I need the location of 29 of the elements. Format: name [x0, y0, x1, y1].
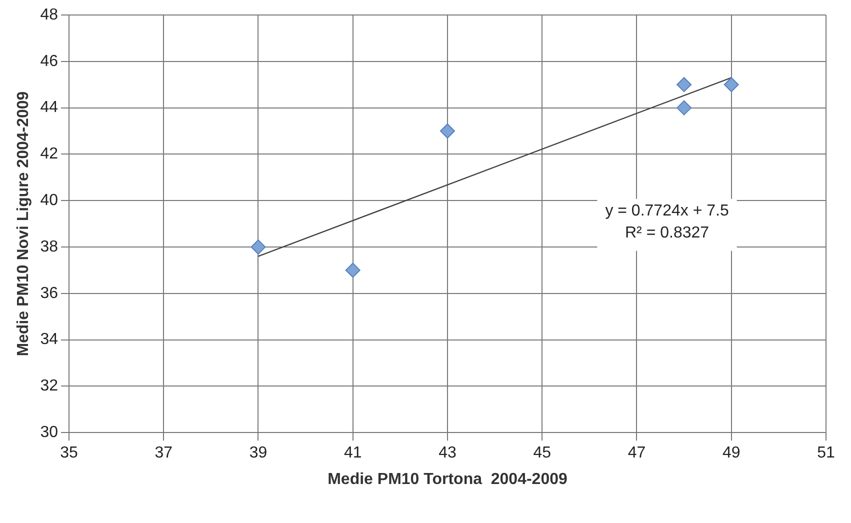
x-tick-label: 49: [722, 444, 740, 462]
point: [676, 77, 692, 92]
x-tick-label: 47: [628, 444, 646, 462]
point: [440, 124, 455, 138]
x-tick-label: 35: [60, 444, 78, 462]
point: [724, 77, 739, 92]
x-tick-label: 45: [533, 444, 552, 462]
y-tick-label: 48: [40, 6, 58, 24]
annotation: y = 0.7724x + 7.5: [605, 202, 729, 220]
y-tick-label: 30: [40, 424, 58, 442]
point: [345, 262, 360, 278]
y-tick-label: 46: [40, 52, 58, 70]
point: [250, 240, 266, 254]
y-tick-label: 36: [40, 284, 58, 302]
x-tick-label: 51: [817, 444, 835, 462]
x-tick-label: 41: [344, 444, 362, 462]
x-tick-label: 43: [438, 444, 456, 462]
point: [676, 100, 692, 116]
y-tick-label: 32: [40, 378, 58, 395]
y-tick-label: 38: [40, 238, 58, 256]
x-tick-label: 37: [154, 444, 173, 462]
x-tick-label: 39: [249, 444, 268, 462]
y-tick-label: 34: [40, 331, 58, 348]
y-tick-label: 44: [40, 99, 58, 116]
y-axis-title: Medie PM10 Novi Ligure 2004-2009: [15, 91, 32, 356]
x-axis-title: Medie PM10 Tortona 2004-2009: [328, 470, 568, 488]
y-tick-label: 40: [40, 192, 58, 210]
y-tick-label: 42: [40, 146, 58, 163]
annotation: R² = 0.8327: [625, 224, 710, 242]
